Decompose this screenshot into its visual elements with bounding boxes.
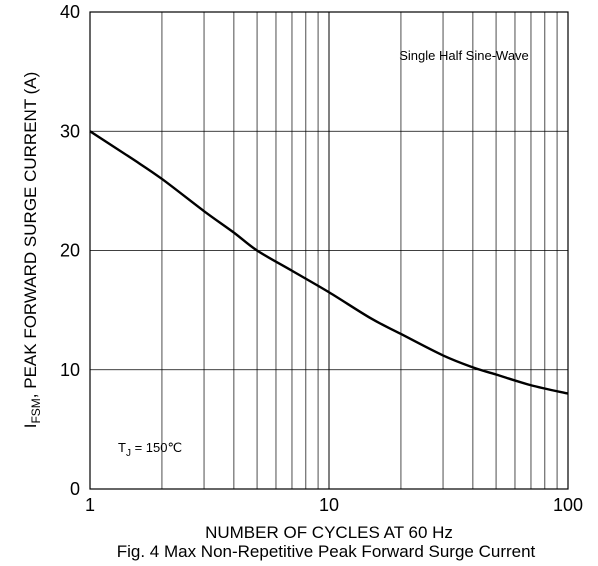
y-axis-label-subscript: FSM [29, 398, 43, 423]
y-axis-label-main: I [21, 424, 40, 429]
y-tick-label: 40 [60, 2, 80, 22]
condition-subscript: J [126, 448, 131, 459]
x-tick-label: 10 [319, 495, 339, 515]
grid-lines [90, 12, 568, 489]
y-tick-label: 0 [70, 479, 80, 499]
condition-value: = 150℃ [131, 440, 182, 455]
y-tick-label: 10 [60, 360, 80, 380]
condition-main: T [118, 440, 126, 455]
y-tick-label: 30 [60, 121, 80, 141]
y-axis-label: IFSM, PEAK FORWARD SURGE CURRENT (A) [21, 72, 43, 429]
junction-temperature-annotation: TJ = 150℃ [118, 440, 182, 459]
data-series [89, 130, 569, 395]
x-axis-label: NUMBER OF CYCLES AT 60 Hz [205, 523, 453, 542]
y-axis-label-rest: , PEAK FORWARD SURGE CURRENT (A) [21, 72, 40, 399]
x-tick-label: 1 [85, 495, 95, 515]
x-tick-label: 100 [553, 495, 583, 515]
surge-current-curve [89, 130, 569, 395]
x-tick-labels: 1 10 100 [85, 495, 583, 515]
y-tick-label: 20 [60, 241, 80, 261]
figure-caption: Fig. 4 Max Non-Repetitive Peak Forward S… [117, 542, 536, 561]
waveform-annotation: Single Half Sine-Wave [399, 48, 529, 63]
y-tick-labels: 0 10 20 30 40 [60, 2, 80, 499]
plot-frame [89, 11, 569, 490]
